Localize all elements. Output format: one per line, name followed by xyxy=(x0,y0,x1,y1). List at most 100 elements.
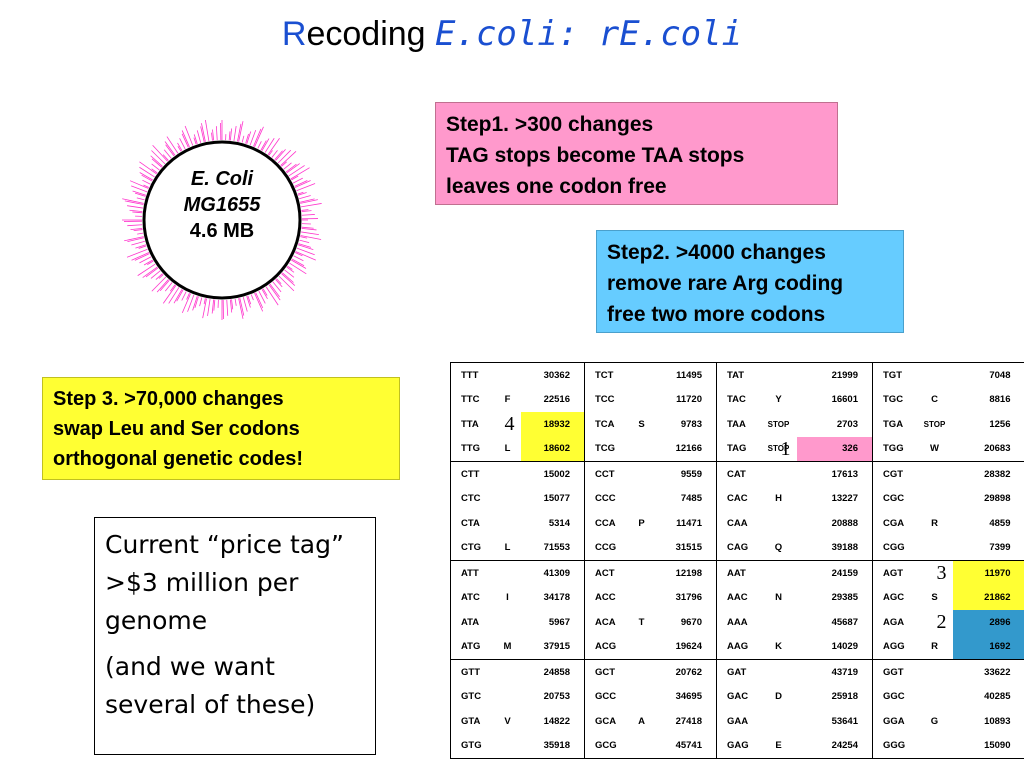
genome-tick xyxy=(228,131,231,141)
amino-acid xyxy=(495,610,521,635)
amino-acid: G xyxy=(930,715,939,727)
genome-tick xyxy=(150,155,163,167)
codon-count: 5314 xyxy=(548,517,570,529)
codon-count: 11495 xyxy=(654,362,717,388)
genome-tick xyxy=(300,203,322,208)
genome-tick xyxy=(126,248,148,258)
genome-tick xyxy=(258,290,266,304)
codon-count: 22516 xyxy=(543,394,570,406)
codon: AGG xyxy=(872,634,917,660)
genome-tick xyxy=(250,294,254,301)
amino-acid: C xyxy=(931,394,938,406)
amino-acid: K xyxy=(775,641,782,653)
genome-tick xyxy=(177,145,182,152)
codon-count: 13227 xyxy=(831,493,858,505)
amino-acid xyxy=(916,560,953,586)
amino-acid xyxy=(760,461,797,487)
genome-tick xyxy=(299,239,310,244)
amino-acid: V xyxy=(504,715,511,727)
codon-count: 17613 xyxy=(796,461,873,487)
genome-tick xyxy=(212,129,215,141)
genome-tick xyxy=(135,244,147,249)
codon-count: 7485 xyxy=(680,493,702,505)
codon-count: 20683 xyxy=(984,443,1011,455)
codon-count: 9670 xyxy=(680,616,702,628)
genome-tick xyxy=(275,279,283,288)
genome-tick xyxy=(242,297,248,312)
genome-tick xyxy=(294,180,308,187)
genome-tick xyxy=(130,227,143,231)
table-row: TTT 30362 TCT 11495 TAT 21999 TGT 7048 xyxy=(450,362,1024,388)
genome-tick xyxy=(179,138,186,150)
genome-strain: MG1655 xyxy=(183,194,261,216)
table-row: GTT 24858 GCT 20762 GAT 43719 GGT 33622 xyxy=(450,659,1024,685)
codon-count: 29385 xyxy=(831,592,858,604)
genome-tick xyxy=(246,295,251,308)
codon-count: 2 2896 xyxy=(937,610,1024,635)
genome-tick xyxy=(192,295,198,311)
genome-tick xyxy=(181,133,189,148)
codon-count: 25918 xyxy=(831,691,858,703)
amino-acid xyxy=(917,536,953,561)
step2-line2: remove rare Arg coding xyxy=(607,272,844,295)
genome-tick xyxy=(133,229,143,232)
genome-tick xyxy=(290,167,310,180)
genome-tick xyxy=(271,150,278,158)
genome-tick xyxy=(300,236,308,239)
amino-acid xyxy=(629,685,655,710)
amino-acid: STOP xyxy=(923,419,946,429)
genome-tick xyxy=(155,273,163,280)
genome-tick xyxy=(283,162,292,170)
amino-acid: Y xyxy=(775,394,782,406)
genome-tick xyxy=(194,296,199,309)
genome-tick xyxy=(162,285,177,304)
genome-tick xyxy=(211,299,215,314)
codon: GAG xyxy=(716,733,761,759)
codon-count: 24858 xyxy=(520,659,585,685)
genome-tick xyxy=(301,231,319,236)
amino-acid: STOP xyxy=(767,419,790,429)
codon: TAG xyxy=(716,436,761,462)
codon: AGA xyxy=(872,610,917,635)
amino-acid xyxy=(916,362,953,388)
genome-tick xyxy=(291,258,305,267)
codon-count: 12198 xyxy=(654,560,717,586)
genome-tick xyxy=(267,138,280,155)
codon: GCT xyxy=(584,659,629,685)
codon-count: 9559 xyxy=(654,461,717,487)
codon: TTC xyxy=(450,387,495,412)
amino-acid: S xyxy=(931,592,938,604)
genome-tick xyxy=(131,252,150,261)
genome-tick xyxy=(277,149,292,164)
codon: GTA xyxy=(450,709,495,734)
step3-box: Step 3. >70,000 changes swap Leu and Ser… xyxy=(42,377,400,480)
codon: AAA xyxy=(716,610,761,635)
genome-tick xyxy=(132,211,143,214)
genome-tick xyxy=(301,227,317,231)
codon: CCC xyxy=(584,486,629,511)
genome-tick xyxy=(145,267,159,278)
genome-tick xyxy=(168,287,180,304)
step-marker: 4 xyxy=(504,413,515,435)
codon: TTT xyxy=(450,362,495,388)
genome-tick xyxy=(246,131,252,145)
genome-tick xyxy=(297,244,314,251)
genome-tick xyxy=(143,184,150,188)
amino-acid xyxy=(916,461,953,487)
codon-count: 12166 xyxy=(675,443,702,455)
amino-acid xyxy=(917,610,953,635)
codon: GAA xyxy=(716,709,761,734)
codon: CAT xyxy=(716,461,761,487)
table-row: CTA 5314 CCA P 11471 CAA 20888 CGA R 4859 xyxy=(450,511,1024,536)
codon-count: 31515 xyxy=(675,542,702,554)
genome-tick xyxy=(136,197,145,201)
genome-tick xyxy=(291,259,307,269)
genome-tick xyxy=(241,135,245,143)
genome-tick xyxy=(193,134,198,145)
codon: TCC xyxy=(584,387,629,412)
table-row: ATC I 34178 ACC 31796 AAC N 29385 AGC S 21862 xyxy=(450,585,1024,610)
amino-acid xyxy=(629,437,655,462)
codon-count: 14822 xyxy=(543,715,570,727)
codon-count: 2703 xyxy=(836,418,858,430)
amino-acid xyxy=(916,659,953,685)
